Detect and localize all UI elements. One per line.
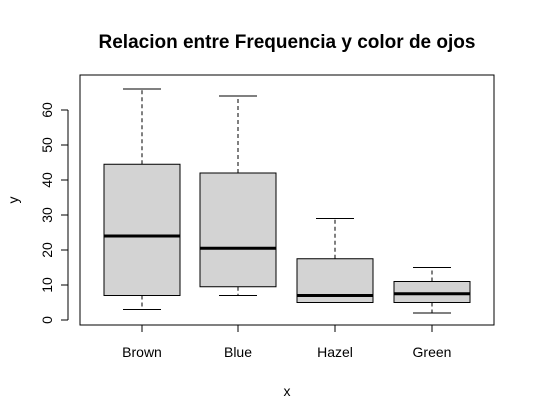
x-tick-label: Brown: [122, 344, 162, 360]
y-tick-label: 20: [39, 242, 55, 258]
y-tick-label: 60: [39, 102, 55, 118]
x-tick-label: Blue: [224, 344, 252, 360]
y-tick-label: 40: [39, 172, 55, 188]
x-axis: Brown Blue Hazel Green: [122, 324, 452, 360]
y-tick-label: 0: [39, 316, 55, 324]
x-tick-label: Green: [413, 344, 452, 360]
y-tick-label: 30: [39, 207, 55, 223]
iqr-box: [199, 172, 277, 288]
y-axis-label: y: [5, 197, 21, 204]
box-hazel: [296, 218, 374, 303]
box-green: [393, 267, 471, 314]
chart-title: Relacion entre Frequencia y color de ojo…: [99, 32, 476, 53]
x-axis-label: x: [284, 383, 291, 399]
boxes: [103, 88, 471, 314]
box-blue: [199, 95, 277, 296]
iqr-box: [103, 163, 181, 296]
y-axis: 0 10 20 30 40 50 60: [39, 102, 69, 324]
y-tick-label: 50: [39, 137, 55, 153]
y-tick-label: 10: [39, 277, 55, 293]
x-tick-label: Hazel: [317, 344, 353, 360]
iqr-box: [393, 281, 471, 303]
box-brown: [103, 88, 181, 310]
